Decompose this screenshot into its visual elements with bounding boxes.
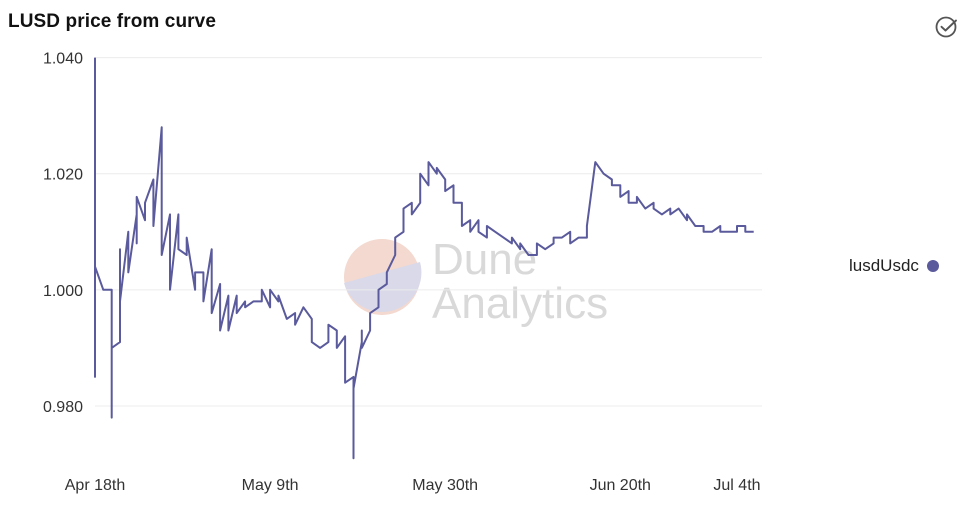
watermark-line2: Analytics: [432, 279, 608, 328]
y-tick-label-0: 1.040: [43, 51, 83, 68]
series-lines: [94, 57, 754, 460]
legend[interactable]: lusdUsdc: [849, 256, 939, 276]
y-tick-label-1: 1.020: [43, 167, 83, 184]
x-tick-label-2: May 30th: [412, 477, 478, 494]
chart-title: LUSD price from curve: [8, 11, 216, 32]
x-axis-ticks: Apr 18th May 9th May 30th Jun 20th Jul 4th: [65, 477, 761, 494]
x-tick-label-1: May 9th: [242, 477, 299, 494]
y-axis-ticks: 1.040 1.020 1.000 0.980: [43, 51, 83, 416]
grid-lines: [95, 57, 762, 407]
check-circle-icon[interactable]: [934, 14, 960, 40]
dune-analytics-watermark: Dune Analytics: [344, 235, 608, 328]
y-tick-label-2: 1.000: [43, 283, 83, 300]
y-tick-label-3: 0.980: [43, 399, 83, 416]
x-tick-label-3: Jun 20th: [590, 477, 651, 494]
series-line-lusdUsdc: [94, 57, 754, 460]
x-tick-label-4: Jul 4th: [713, 477, 760, 494]
legend-dot: [926, 260, 939, 272]
watermark-line1: Dune: [432, 235, 537, 284]
legend-label: lusdUsdc: [849, 256, 919, 275]
x-tick-label-0: Apr 18th: [65, 477, 125, 494]
